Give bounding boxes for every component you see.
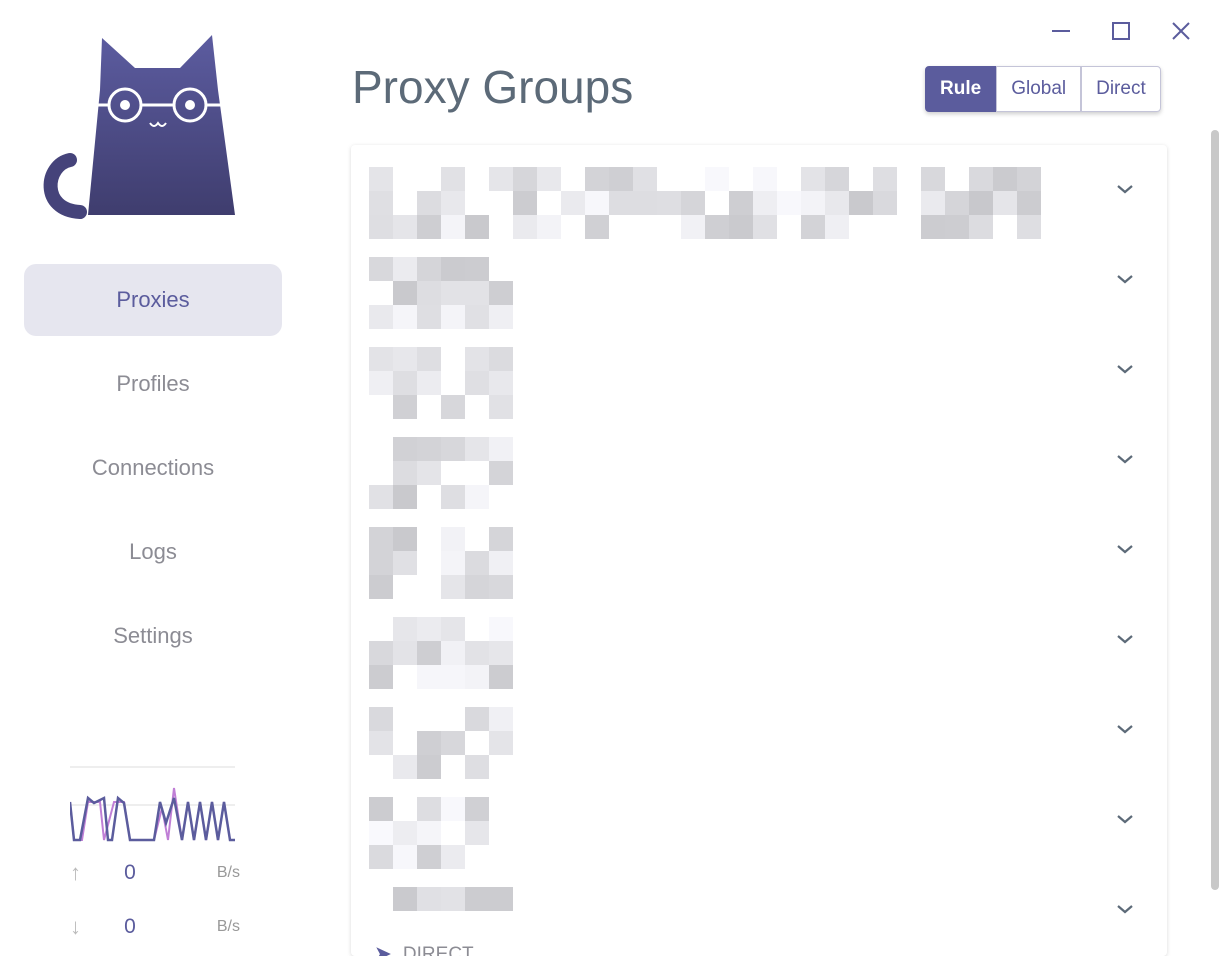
minimize-icon[interactable] (1046, 16, 1076, 46)
proxy-group-row[interactable] (351, 775, 1167, 869)
mode-direct-button[interactable]: Direct (1081, 66, 1161, 112)
nav-logs[interactable]: Logs (24, 516, 282, 588)
nav-label: Proxies (116, 287, 190, 312)
upload-unit: B/s (216, 864, 240, 881)
traffic-graph (68, 766, 235, 849)
chevron-down-icon[interactable] (1115, 629, 1135, 649)
blurred-group-name (369, 167, 1041, 239)
sidebar: Proxies Profiles Connections Logs Settin… (0, 0, 306, 956)
chevron-down-icon[interactable] (1115, 539, 1135, 559)
mode-global-button[interactable]: Global (996, 66, 1082, 112)
nav-label: Logs (129, 539, 177, 564)
arrow-down-icon: ↓ (70, 914, 81, 939)
blurred-group-name (369, 257, 513, 329)
blurred-group-name (369, 347, 513, 419)
upload-value: 0 (124, 861, 136, 884)
proxy-group-row[interactable] (351, 685, 1167, 779)
proxy-group-row[interactable] (351, 325, 1167, 419)
send-icon: ➤ (375, 944, 391, 956)
proxy-group-row[interactable] (351, 145, 1167, 239)
chevron-down-icon[interactable] (1115, 719, 1135, 739)
chevron-down-icon[interactable] (1115, 899, 1135, 919)
nav-label: Profiles (116, 371, 190, 396)
arrow-up-icon: ↑ (70, 860, 81, 885)
proxy-group-row[interactable] (351, 415, 1167, 509)
proxy-group-row[interactable]: ➤ DIRECT (351, 865, 1167, 956)
mode-selector: Rule Global Direct (925, 66, 1161, 112)
chevron-down-icon[interactable] (1115, 269, 1135, 289)
proxy-group-row[interactable] (351, 505, 1167, 599)
mode-rule-button[interactable]: Rule (925, 66, 997, 112)
blurred-group-name (369, 437, 513, 509)
blurred-group-name (369, 797, 489, 869)
selected-proxy: ➤ DIRECT (375, 943, 474, 956)
nav-proxies[interactable]: Proxies (24, 264, 282, 336)
page-title: Proxy Groups (352, 61, 634, 113)
proxy-group-row[interactable] (351, 595, 1167, 689)
proxy-group-list: ➤ DIRECT (351, 145, 1167, 956)
nav-connections[interactable]: Connections (24, 432, 282, 504)
maximize-icon[interactable] (1106, 16, 1136, 46)
chevron-down-icon[interactable] (1115, 449, 1135, 469)
cat-logo (43, 35, 235, 219)
download-speed: ↓ 0 B/s (70, 914, 240, 940)
chevron-down-icon[interactable] (1115, 809, 1135, 829)
blurred-group-name (369, 527, 513, 599)
chevron-down-icon[interactable] (1115, 179, 1135, 199)
chevron-down-icon[interactable] (1115, 359, 1135, 379)
blurred-group-name (393, 887, 513, 911)
nav-profiles[interactable]: Profiles (24, 348, 282, 420)
scrollbar[interactable] (1211, 130, 1219, 890)
nav-label: Settings (113, 623, 193, 648)
blurred-group-name (369, 617, 513, 689)
nav-settings[interactable]: Settings (24, 600, 282, 672)
proxy-group-row[interactable] (351, 235, 1167, 329)
selected-proxy-label: DIRECT (402, 943, 474, 956)
nav-label: Connections (91, 455, 215, 480)
blurred-group-name (369, 707, 513, 779)
download-value: 0 (124, 915, 136, 938)
close-icon[interactable] (1166, 16, 1196, 46)
download-unit: B/s (216, 918, 240, 935)
upload-speed: ↑ 0 B/s (70, 860, 240, 886)
